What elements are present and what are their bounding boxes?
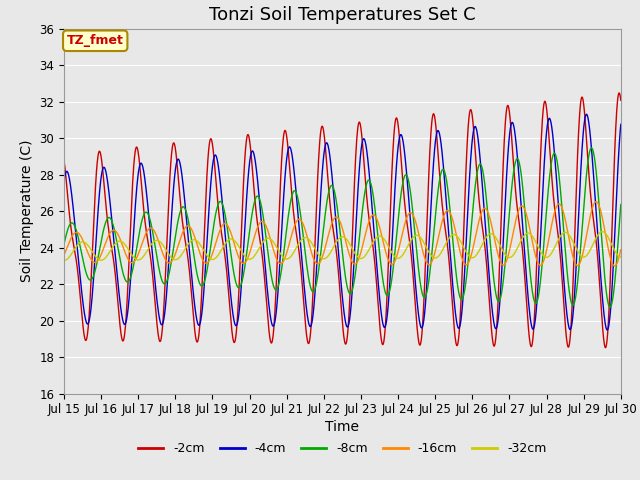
X-axis label: Time: Time	[325, 420, 360, 434]
Text: TZ_fmet: TZ_fmet	[67, 34, 124, 47]
Title: Tonzi Soil Temperatures Set C: Tonzi Soil Temperatures Set C	[209, 6, 476, 24]
Y-axis label: Soil Temperature (C): Soil Temperature (C)	[20, 140, 34, 282]
Legend: -2cm, -4cm, -8cm, -16cm, -32cm: -2cm, -4cm, -8cm, -16cm, -32cm	[133, 437, 552, 460]
